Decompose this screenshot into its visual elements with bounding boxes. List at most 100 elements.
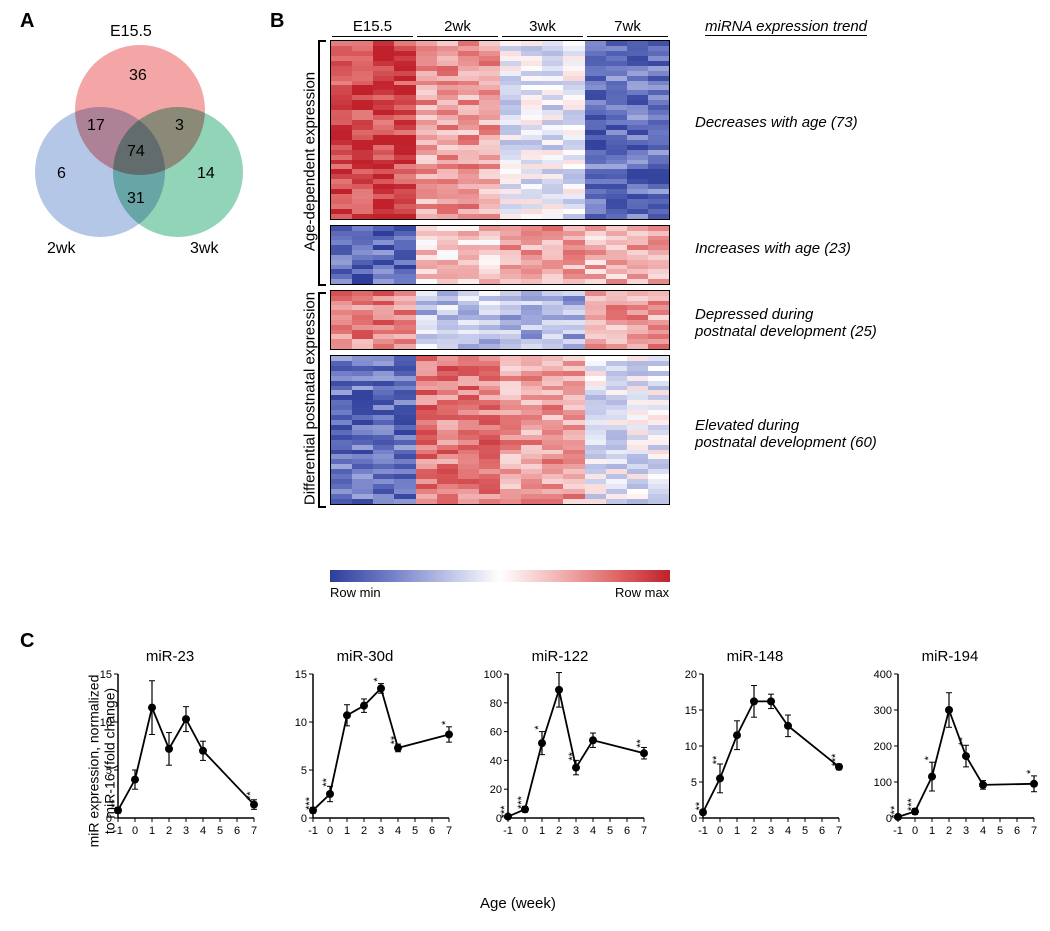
svg-text:0: 0: [691, 813, 697, 825]
svg-text:0: 0: [132, 825, 138, 837]
venn-n-left: 6: [57, 165, 66, 183]
svg-text:4: 4: [980, 825, 986, 837]
svg-text:***: ***: [830, 753, 842, 767]
svg-text:20: 20: [490, 784, 502, 796]
svg-text:15: 15: [295, 669, 307, 681]
venn-n-right: 14: [197, 165, 215, 183]
svg-text:2: 2: [556, 825, 562, 837]
svg-text:5: 5: [217, 825, 223, 837]
svg-text:-1: -1: [113, 825, 123, 837]
trend-header: miRNA expression trend: [705, 18, 867, 36]
panel-c-label: C: [20, 630, 34, 653]
svg-text:1: 1: [149, 825, 155, 837]
venn-label-2wk: 2wk: [47, 240, 75, 258]
svg-text:4: 4: [590, 825, 596, 837]
svg-text:5: 5: [691, 777, 697, 789]
svg-text:**: **: [109, 798, 121, 807]
heatmap-col-7wk: 7wk: [585, 18, 670, 35]
svg-text:5: 5: [802, 825, 808, 837]
svg-text:15: 15: [685, 705, 697, 717]
svg-text:10: 10: [295, 717, 307, 729]
svg-text:10: 10: [100, 717, 112, 729]
panel-a-label: A: [20, 10, 34, 33]
svg-text:**: **: [635, 738, 647, 747]
svg-text:1: 1: [929, 825, 935, 837]
svg-text:10: 10: [685, 741, 697, 753]
heatmap-group-0: [330, 40, 670, 220]
svg-text:7: 7: [836, 825, 842, 837]
heatmap-group-3: [330, 355, 670, 505]
svg-text:6: 6: [819, 825, 825, 837]
svg-text:*: *: [923, 755, 935, 760]
svg-text:*: *: [440, 720, 452, 725]
svg-text:200: 200: [874, 741, 892, 753]
heatmap-group-1: [330, 225, 670, 285]
group-label-3: Elevated duringpostnatal development (60…: [695, 417, 955, 451]
panel-b-label: B: [270, 10, 284, 33]
svg-text:0: 0: [327, 825, 333, 837]
svg-text:4: 4: [395, 825, 401, 837]
chart-miR-148: miR-14805101520-101234567*******: [665, 650, 845, 860]
svg-text:300: 300: [874, 705, 892, 717]
group-label-2: Depressed duringpostnatal development (2…: [695, 306, 955, 340]
heatmap-col-2wk: 2wk: [415, 18, 500, 35]
svg-text:3: 3: [963, 825, 969, 837]
svg-text:-1: -1: [503, 825, 513, 837]
svg-text:40: 40: [490, 755, 502, 767]
chart-miR-122: miR-122020406080100-101234567***********: [470, 650, 650, 860]
bracket-label-0: Age-dependent expression: [302, 39, 319, 285]
svg-text:*: *: [372, 677, 384, 682]
svg-text:1: 1: [344, 825, 350, 837]
svg-text:2: 2: [946, 825, 952, 837]
svg-text:7: 7: [1031, 825, 1037, 837]
colorbar-max-label: Row max: [615, 585, 669, 600]
svg-text:**: **: [694, 801, 706, 810]
colorbar-min-label: Row min: [330, 585, 381, 600]
svg-text:20: 20: [685, 669, 697, 681]
chart-title: miR-30d: [275, 648, 455, 665]
svg-text:3: 3: [183, 825, 189, 837]
svg-text:***: ***: [499, 805, 511, 819]
heatmap: [330, 40, 670, 510]
svg-text:2: 2: [361, 825, 367, 837]
svg-text:2: 2: [751, 825, 757, 837]
svg-text:15: 15: [100, 669, 112, 681]
group-label-0: Decreases with age (73): [695, 114, 955, 131]
svg-text:0: 0: [717, 825, 723, 837]
chart-title: miR-148: [665, 648, 845, 665]
chart-title: miR-23: [80, 648, 260, 665]
venn-n-top: 36: [129, 67, 147, 85]
venn-n-tr: 3: [175, 117, 184, 135]
svg-text:***: ***: [516, 795, 528, 809]
svg-text:**: **: [321, 777, 333, 786]
svg-text:0: 0: [106, 813, 112, 825]
svg-text:***: ***: [889, 805, 901, 819]
chart-miR-194: miR-1940100200300400-101234567**********: [860, 650, 1040, 860]
svg-text:5: 5: [106, 765, 112, 777]
svg-text:*: *: [533, 725, 545, 730]
svg-text:0: 0: [912, 825, 918, 837]
svg-text:2: 2: [166, 825, 172, 837]
group-label-1: Increases with age (23): [695, 240, 955, 257]
svg-text:4: 4: [200, 825, 206, 837]
svg-text:6: 6: [624, 825, 630, 837]
svg-text:1: 1: [734, 825, 740, 837]
bracket-label-1: Differential postnatal expression: [302, 291, 319, 507]
venn-n-lr: 31: [127, 190, 145, 208]
svg-text:***: ***: [304, 796, 316, 810]
svg-text:-1: -1: [698, 825, 708, 837]
svg-text:60: 60: [490, 727, 502, 739]
svg-text:6: 6: [1014, 825, 1020, 837]
svg-text:6: 6: [234, 825, 240, 837]
chart-miR-23: miR-23051015-101234567****: [80, 650, 260, 860]
heatmap-col-3wk: 3wk: [500, 18, 585, 35]
svg-text:6: 6: [429, 825, 435, 837]
venn-label-3wk: 3wk: [190, 240, 218, 258]
svg-text:5: 5: [607, 825, 613, 837]
svg-text:7: 7: [446, 825, 452, 837]
chart-title: miR-122: [470, 648, 650, 665]
svg-text:3: 3: [573, 825, 579, 837]
venn-n-center: 74: [127, 143, 145, 161]
heatmap-col-E15.5: E15.5: [330, 18, 415, 35]
svg-text:100: 100: [484, 669, 502, 681]
